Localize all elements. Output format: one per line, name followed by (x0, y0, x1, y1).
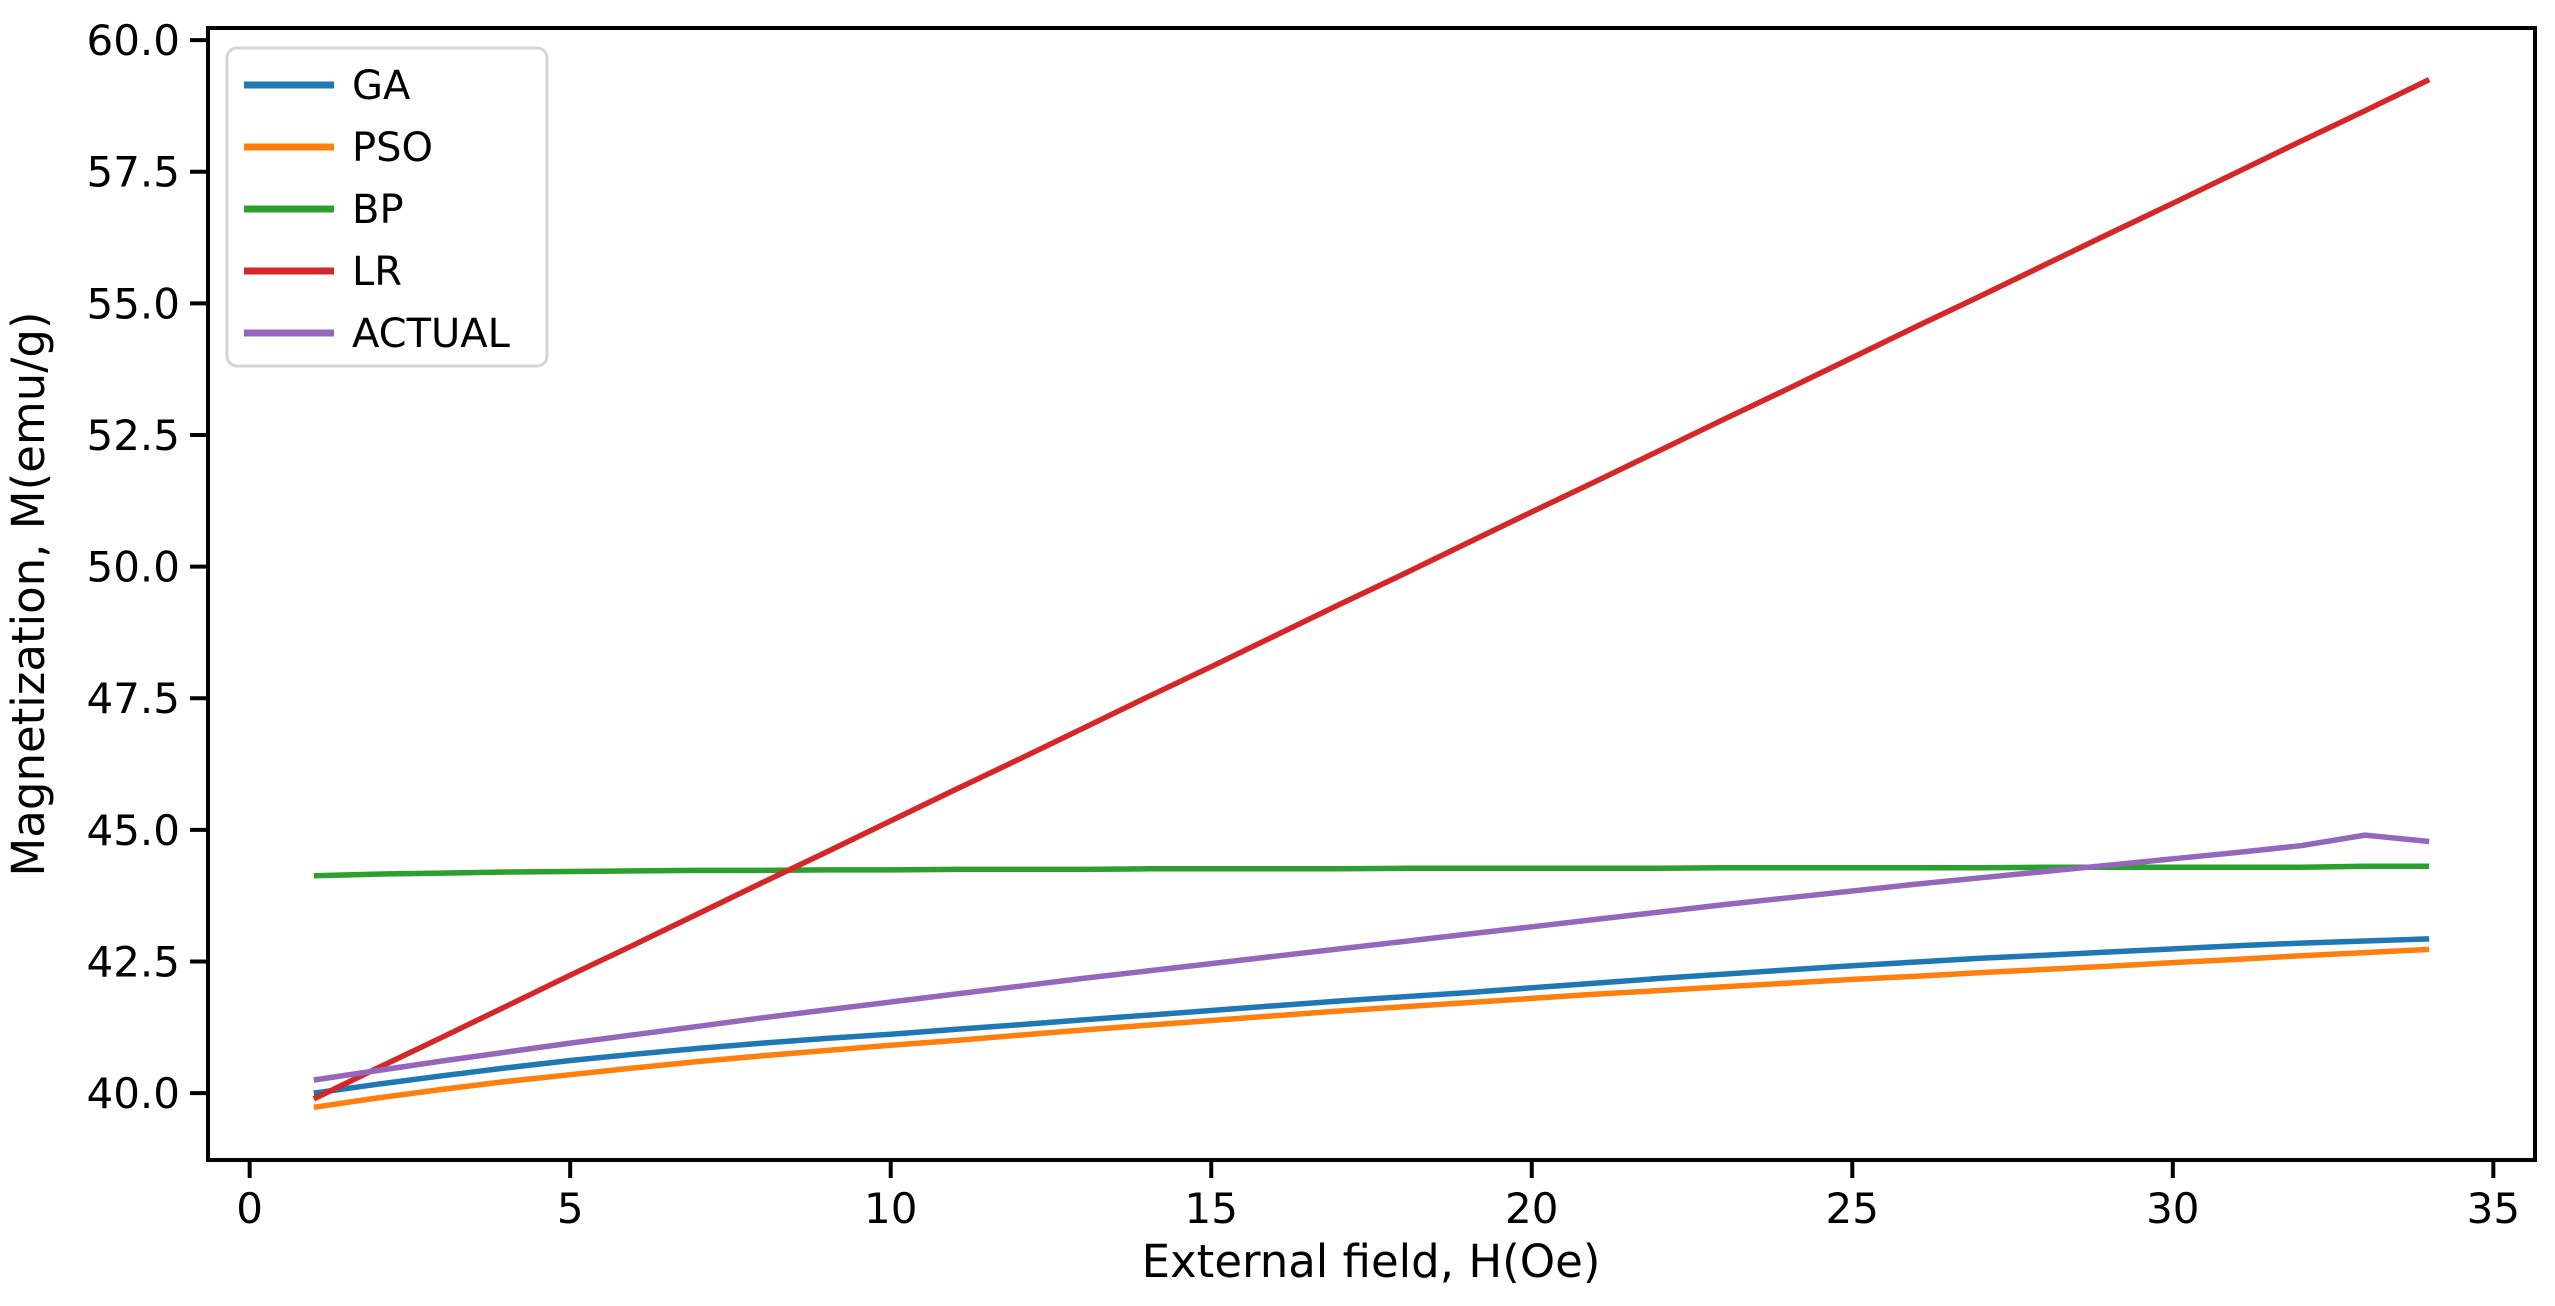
x-tick-label: 0 (236, 1184, 263, 1233)
legend: GA PSO BP LR ACTUAL (225, 46, 549, 368)
x-tick-label: 25 (1826, 1184, 1879, 1233)
series-lines (312, 77, 2431, 1111)
x-tick-label: 5 (557, 1184, 584, 1233)
legend-label-lr: LR (352, 249, 402, 295)
legend-label-pso: PSO (352, 125, 433, 171)
series-line-ga (313, 936, 2430, 1096)
legend-item-bp: BP (244, 187, 404, 233)
y-tick-label: 42.5 (86, 938, 180, 987)
series-line-actual (313, 832, 2430, 1083)
y-axis-ticks: 40.0 42.5 45.0 47.5 50.0 52.5 55.0 57.5 60.0 (86, 16, 208, 1118)
legend-box (225, 46, 549, 368)
y-axis-label: Magnetization, M(emu/g) (2, 311, 55, 876)
x-tick-label: 10 (864, 1184, 917, 1233)
x-tick-label: 30 (2146, 1184, 2199, 1233)
y-tick-label: 57.5 (86, 148, 180, 197)
y-tick-label: 60.0 (86, 16, 180, 65)
y-tick-label: 55.0 (86, 279, 180, 328)
legend-item-actual: ACTUAL (244, 311, 511, 357)
x-axis-label: External field, H(Oe) (1142, 1235, 1601, 1288)
legend-item-ga: GA (244, 63, 411, 109)
x-tick-label: 15 (1185, 1184, 1238, 1233)
legend-item-pso: PSO (244, 125, 433, 171)
x-axis-ticks: 0 5 10 15 20 25 30 35 (236, 1160, 2520, 1233)
y-tick-label: 45.0 (86, 806, 180, 855)
series-line-pso (313, 946, 2430, 1111)
y-tick-label: 47.5 (86, 674, 180, 723)
x-tick-label: 35 (2467, 1184, 2520, 1233)
legend-label-bp: BP (352, 187, 404, 233)
legend-label-actual: ACTUAL (352, 311, 511, 357)
x-tick-label: 20 (1505, 1184, 1558, 1233)
plot-border (206, 26, 2537, 1162)
legend-item-lr: LR (244, 249, 402, 295)
y-tick-label: 52.5 (86, 411, 180, 460)
legend-label-ga: GA (352, 63, 411, 109)
series-line-lr (312, 77, 2431, 1102)
y-tick-label: 40.0 (86, 1069, 180, 1118)
y-tick-label: 50.0 (86, 543, 180, 592)
